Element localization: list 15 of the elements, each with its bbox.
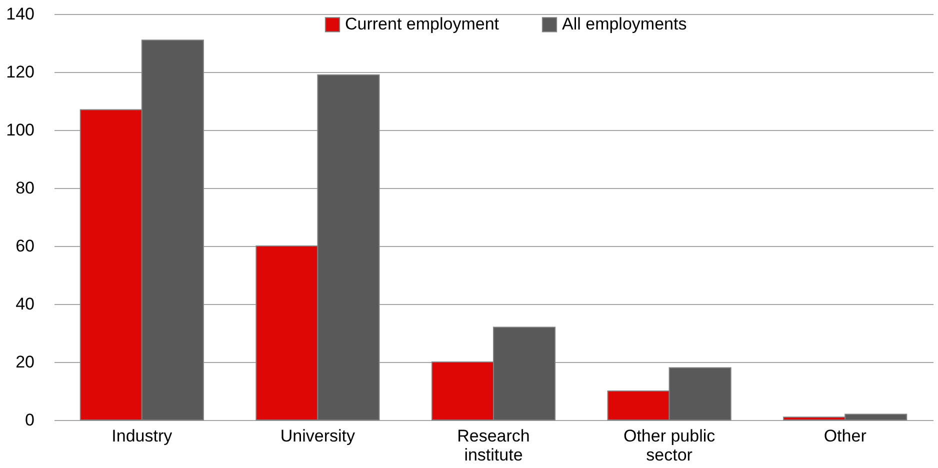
x-tick-label: Other [824, 426, 867, 446]
legend-label: Current employment [345, 14, 500, 34]
y-tick-label: 40 [16, 294, 34, 314]
x-tick-label: Other public sector [623, 426, 716, 464]
y-tick-label: 20 [16, 352, 34, 372]
legend-label: All employments [562, 14, 687, 34]
y-tick-label: 140 [6, 4, 34, 24]
y-tick-label: 80 [16, 178, 34, 198]
y-tick-label: 60 [16, 236, 34, 256]
x-tick-label: Industry [112, 426, 173, 446]
y-tick-label: 0 [25, 410, 34, 430]
x-tick-label: University [280, 426, 356, 446]
y-tick-label: 100 [6, 120, 34, 140]
y-tick-label: 120 [6, 62, 34, 82]
x-tick-label: Research institute [457, 426, 530, 464]
